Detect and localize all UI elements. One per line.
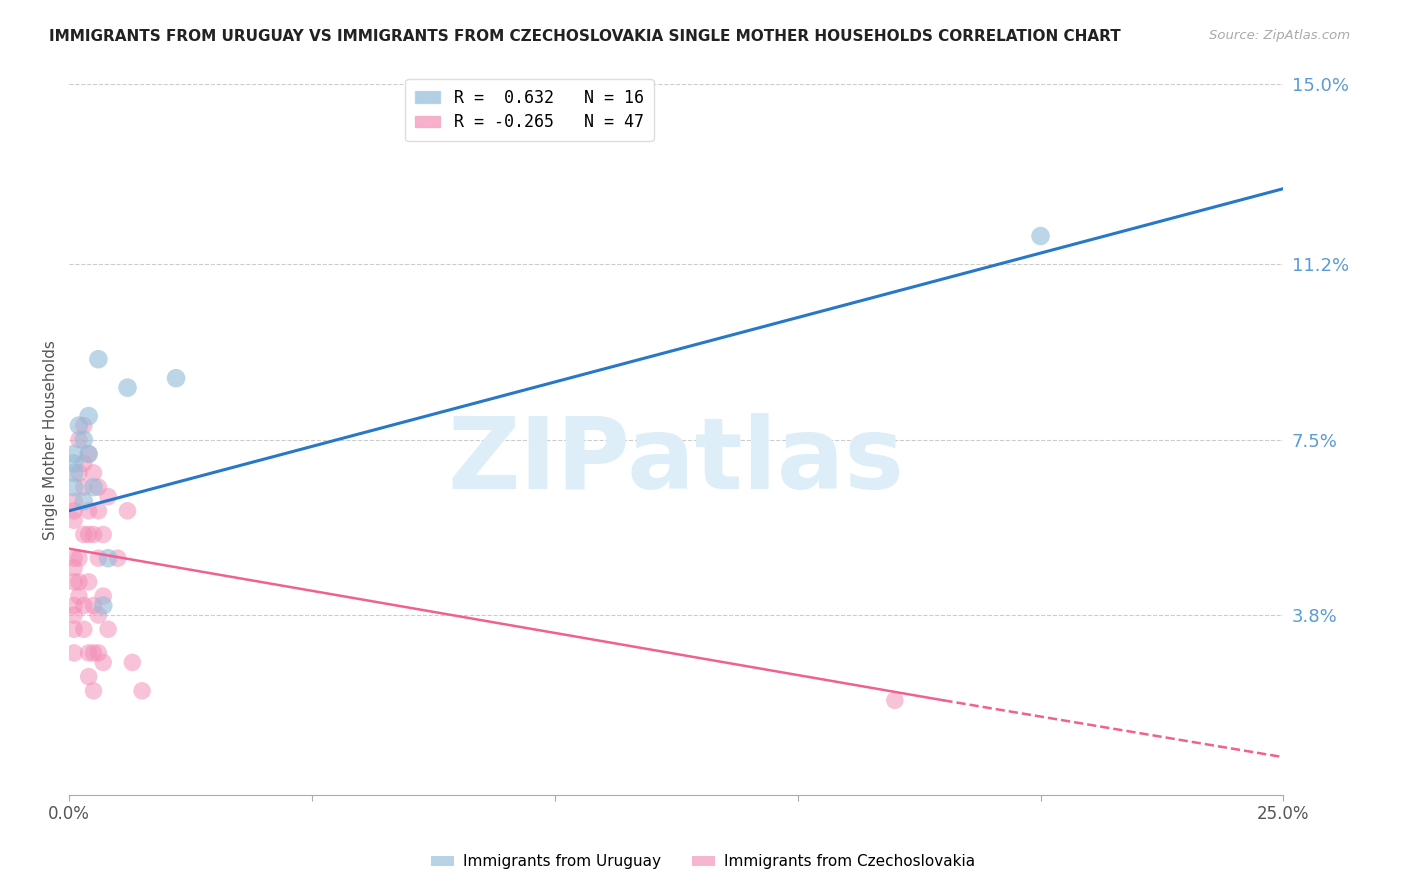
Point [131,683,153,698]
Point [87,551,110,566]
Point [63,599,86,613]
Point [77,447,100,461]
Point [83,480,105,494]
Point [63,494,86,508]
Legend: Immigrants from Uruguay, Immigrants from Czechoslovakia: Immigrants from Uruguay, Immigrants from… [425,848,981,875]
Point [77,527,100,541]
Point [63,504,86,518]
Point [83,466,105,480]
Point [83,527,105,541]
Point [83,683,105,698]
Point [73,457,96,471]
Point [73,433,96,447]
Point [883,693,905,707]
Point [121,656,143,670]
Point [117,504,139,518]
Legend: R =  0.632   N = 16, R = -0.265   N = 47: R = 0.632 N = 16, R = -0.265 N = 47 [405,78,654,141]
Text: ZIPatlas: ZIPatlas [449,413,904,509]
Point [63,513,86,527]
Point [73,418,96,433]
Point [73,622,96,636]
Point [87,646,110,660]
Point [67,589,90,603]
Point [63,480,86,494]
Point [67,551,90,566]
Point [97,490,120,504]
Point [63,551,86,566]
Point [73,527,96,541]
Point [87,352,110,367]
Point [87,480,110,494]
Point [63,466,86,480]
Point [97,551,120,566]
Point [91,656,114,670]
Point [73,480,96,494]
Point [107,551,129,566]
Point [73,599,96,613]
Point [63,457,86,471]
Point [63,574,86,589]
Point [67,466,90,480]
Text: IMMIGRANTS FROM URUGUAY VS IMMIGRANTS FROM CZECHOSLOVAKIA SINGLE MOTHER HOUSEHOL: IMMIGRANTS FROM URUGUAY VS IMMIGRANTS FR… [49,29,1121,44]
Point [63,560,86,574]
Point [77,670,100,684]
Point [77,447,100,461]
Point [87,608,110,623]
Point [67,433,90,447]
Point [63,608,86,623]
Point [77,409,100,423]
Point [91,589,114,603]
Point [87,504,110,518]
Point [165,371,187,385]
Point [91,599,114,613]
Point [63,622,86,636]
Point [91,527,114,541]
Point [1029,229,1052,244]
Point [97,622,120,636]
Point [83,646,105,660]
Y-axis label: Single Mother Households: Single Mother Households [44,340,58,540]
Point [117,381,139,395]
Point [77,504,100,518]
Point [77,574,100,589]
Point [77,646,100,660]
Text: Source: ZipAtlas.com: Source: ZipAtlas.com [1209,29,1350,42]
Point [67,574,90,589]
Point [73,494,96,508]
Point [63,646,86,660]
Point [63,447,86,461]
Point [83,599,105,613]
Point [67,418,90,433]
